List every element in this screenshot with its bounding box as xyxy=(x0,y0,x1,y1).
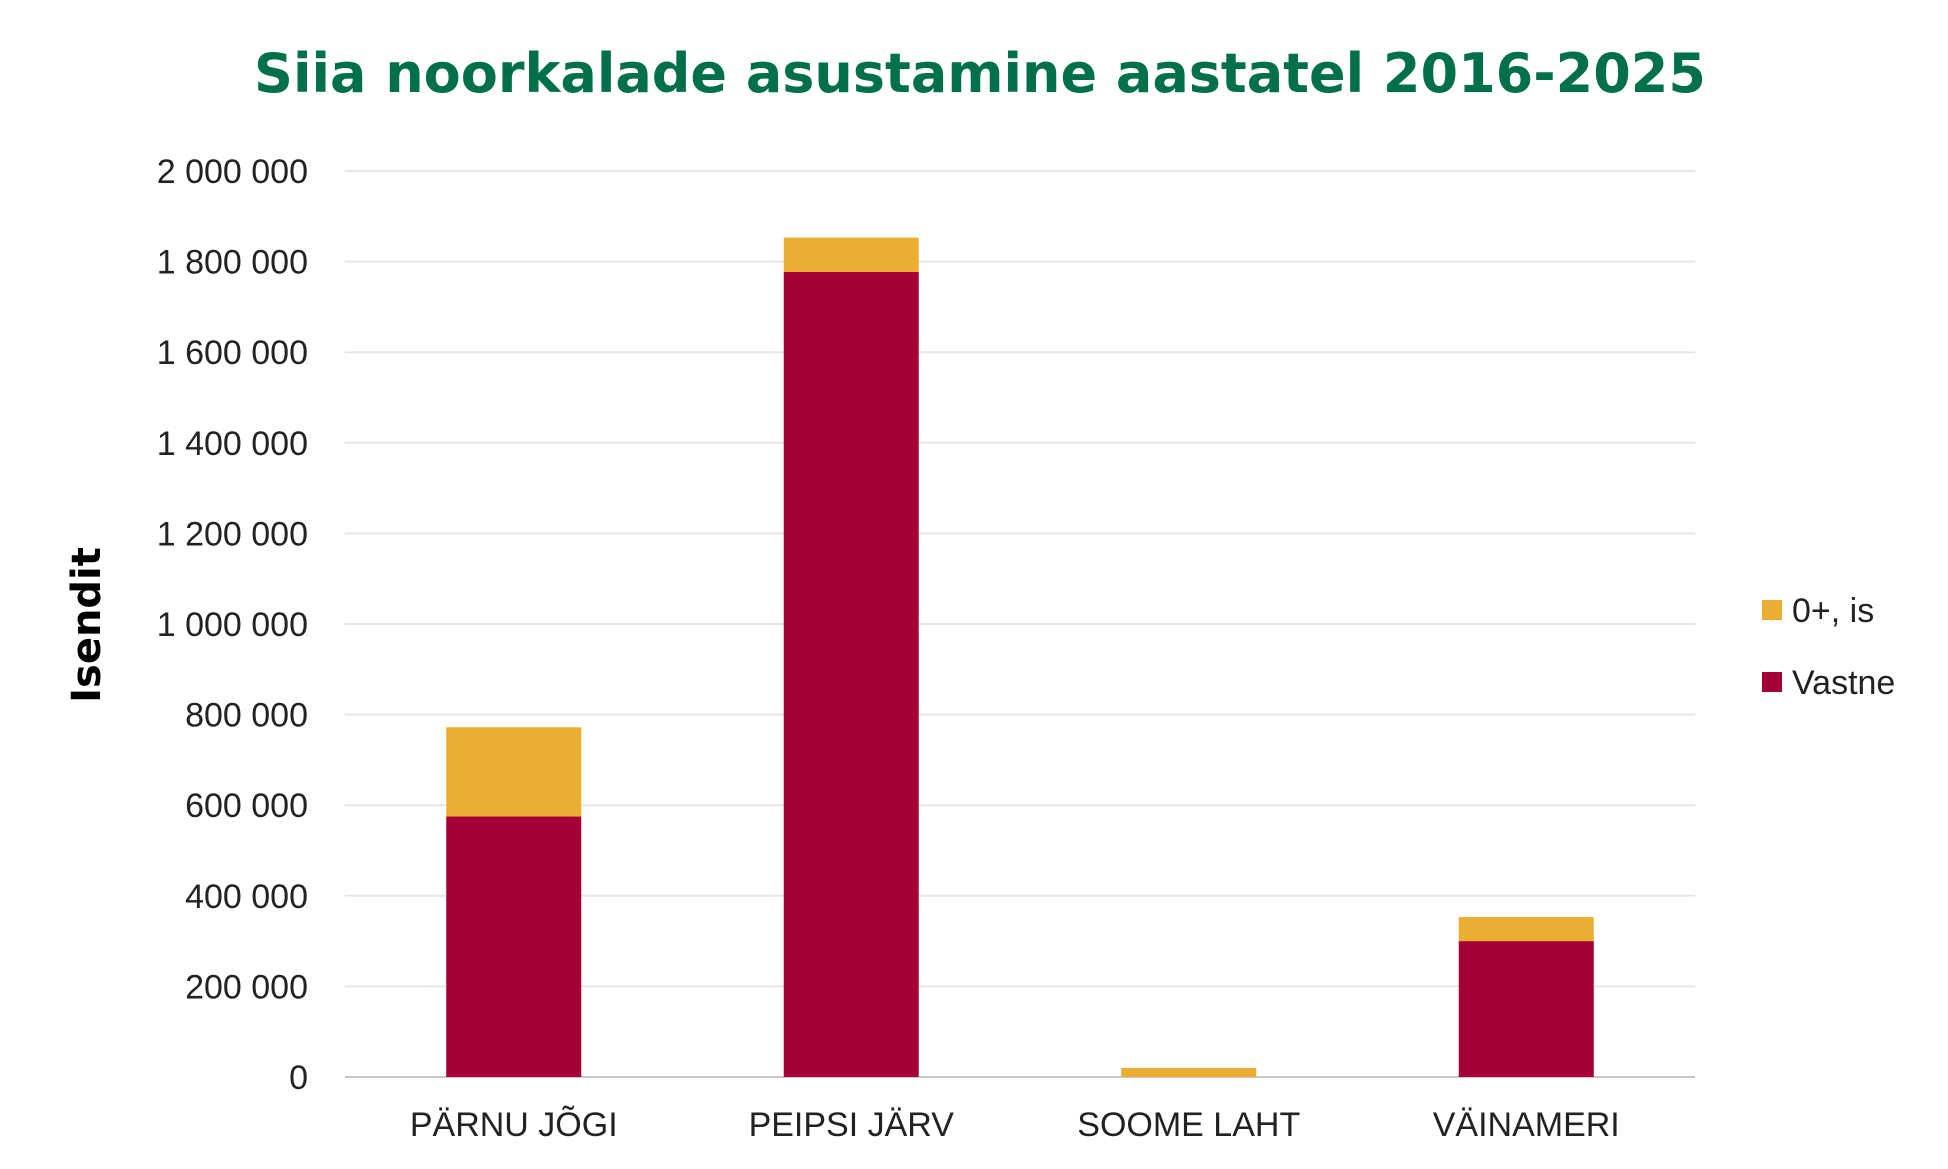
y-axis-label: Isendit xyxy=(64,547,110,703)
y-tick-label: 0 xyxy=(289,1059,308,1097)
x-tick-label: VÄINAMERI xyxy=(1433,1106,1620,1144)
legend: 0+, is Vastne xyxy=(1762,592,1895,702)
y-tick-label: 2 000 000 xyxy=(157,153,308,191)
y-tick-label: 1 200 000 xyxy=(157,515,308,553)
bar-zero-plus-2 xyxy=(1121,1067,1257,1077)
x-axis-ticks: PÄRNU JÕGI PEIPSI JÄRV SOOME LAHT VÄINAMERI xyxy=(410,1106,1620,1144)
chart-title: Siia noorkalade asustamine aastatel 2016… xyxy=(254,42,1706,105)
y-tick-label: 1 400 000 xyxy=(157,425,308,463)
legend-swatch xyxy=(1762,600,1782,620)
y-tick-label: 200 000 xyxy=(185,968,308,1006)
legend-label: 0+, is xyxy=(1792,592,1874,630)
y-tick-label: 600 000 xyxy=(185,787,308,825)
y-tick-label: 400 000 xyxy=(185,878,308,916)
bar-zero-plus-1 xyxy=(783,237,919,273)
y-tick-label: 1 600 000 xyxy=(157,334,308,372)
legend-label: Vastne xyxy=(1792,664,1895,702)
x-tick-label: PÄRNU JÕGI xyxy=(410,1106,618,1144)
y-tick-label: 800 000 xyxy=(185,697,308,735)
bars xyxy=(446,237,1594,1077)
y-tick-label: 1 000 000 xyxy=(157,606,308,644)
legend-swatch xyxy=(1762,672,1782,692)
bar-zero-plus-0 xyxy=(446,727,582,817)
bar-vastne-3 xyxy=(1458,941,1594,1077)
bar-vastne-1 xyxy=(783,272,919,1077)
y-axis-ticks: 0 200 000 400 000 600 000 800 000 1 000 000 1 … xyxy=(157,153,308,1097)
bar-zero-plus-3 xyxy=(1458,917,1594,942)
bar-vastne-0 xyxy=(446,816,582,1077)
x-tick-label: SOOME LAHT xyxy=(1077,1106,1300,1144)
x-tick-label: PEIPSI JÄRV xyxy=(749,1106,955,1144)
y-tick-label: 1 800 000 xyxy=(157,244,308,282)
